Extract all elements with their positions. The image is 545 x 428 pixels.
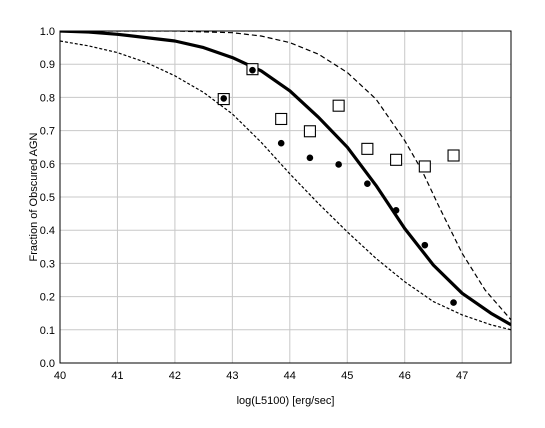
y-tick-label: 0.3 — [40, 258, 55, 270]
filled-circle-point — [392, 206, 400, 214]
y-tick-label: 0.2 — [40, 292, 55, 304]
x-tick-label: 46 — [399, 370, 411, 382]
series-layer — [60, 31, 511, 331]
y-tick-label: 0.5 — [40, 192, 55, 204]
x-tick-label: 44 — [284, 370, 296, 382]
y-tick-label: 0.8 — [40, 92, 55, 104]
y-tick-label: 0.9 — [40, 59, 55, 71]
x-tick-label: 40 — [54, 370, 66, 382]
filled-circle-point — [220, 95, 228, 102]
x-tick-label: 42 — [169, 370, 181, 382]
y-axis-label: Fraction of Obscured AGN — [28, 132, 40, 261]
solid-thick-line-curve — [60, 31, 511, 327]
dotted-line-curve — [60, 40, 511, 331]
filled-circle-point — [335, 161, 342, 168]
filled-circle-point — [364, 180, 371, 188]
open-square-point — [390, 153, 403, 166]
open-square-point — [447, 149, 460, 162]
y-tick-label: 0.6 — [40, 159, 55, 171]
open-square-point — [303, 125, 316, 138]
x-tick-label: 41 — [111, 370, 123, 382]
open-square-point — [332, 99, 345, 112]
x-tick-label: 45 — [341, 370, 353, 382]
filled-circle-point — [249, 66, 256, 74]
x-axis-label: log(L5100) [erg/sec] — [237, 395, 335, 407]
x-tick-label: 43 — [226, 370, 238, 382]
open-square-point — [275, 112, 288, 126]
open-square-point — [418, 160, 431, 173]
filled-circle-point — [277, 139, 285, 147]
open-square-point — [361, 142, 374, 155]
y-tick-label: 1.0 — [40, 26, 55, 38]
x-tick-label: 47 — [456, 370, 468, 382]
filled-circle-point — [421, 241, 429, 249]
y-tick-label: 0.0 — [40, 358, 55, 370]
plot-frame — [59, 30, 512, 364]
tick-labels: 40 41 42 43 44 45 46 47 0.0 0.1 0.2 0.3 0.4 0.5 0.6 0.7… — [40, 26, 469, 382]
y-tick-label: 0.4 — [40, 225, 55, 237]
filled-circle-point — [306, 154, 314, 162]
y-tick-label: 0.1 — [40, 325, 55, 337]
grid — [59, 30, 511, 364]
filled-circle-point — [450, 299, 457, 306]
y-tick-label: 0.7 — [40, 126, 55, 138]
